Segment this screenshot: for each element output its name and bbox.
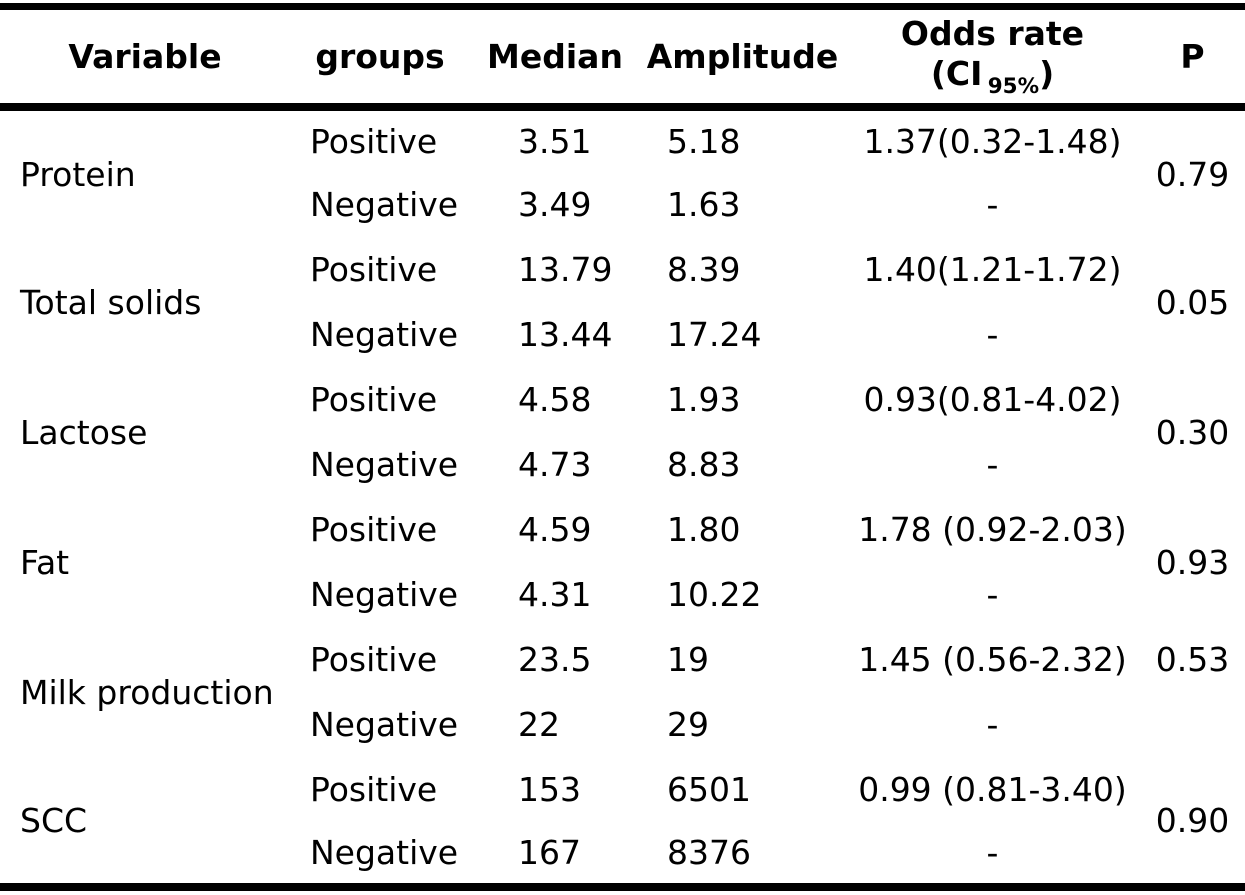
group-cell: Negative — [310, 315, 459, 354]
amplitude-cell: 8.83 — [667, 445, 741, 484]
table-row-protein-negative: Negative 3.49 1.63 - — [0, 172, 1245, 237]
group-cell: Negative — [310, 445, 459, 484]
ci-prefix: (CI — [930, 54, 983, 93]
header-variable: Variable — [0, 6, 290, 111]
statistics-table: Variable groups Median Amplitude Odds ra… — [0, 3, 1245, 891]
odds-rate-cell: - — [986, 705, 999, 744]
ci-subscript: 95% — [987, 74, 1040, 100]
variable-cell: SCC — [20, 800, 88, 840]
p-value-cell: 0.93 — [1155, 542, 1230, 582]
median-cell: 23.5 — [518, 640, 592, 679]
odds-rate-cell: - — [986, 575, 999, 614]
odds-rate-cell: - — [986, 185, 999, 224]
table-row-milk-production-negative: Negative 22 29 - — [0, 692, 1245, 757]
group-cell: Negative — [310, 705, 459, 744]
variable-cell: Fat — [20, 542, 70, 582]
amplitude-cell: 29 — [667, 705, 709, 744]
amplitude-cell: 8376 — [667, 833, 751, 872]
group-cell: Positive — [310, 770, 438, 809]
amplitude-cell: 8.39 — [667, 250, 741, 289]
median-cell: 4.58 — [518, 380, 592, 419]
table-row-milk-production-positive: Milk production Positive 23.5 19 1.45 (0… — [0, 627, 1245, 712]
amplitude-cell: 1.80 — [667, 510, 741, 549]
median-cell: 4.73 — [518, 445, 592, 484]
table-row-lactose-positive: Lactose Positive 4.58 1.93 0.93(0.81-4.0… — [0, 367, 1245, 452]
amplitude-cell: 1.63 — [667, 185, 741, 224]
amplitude-cell: 5.18 — [667, 122, 741, 161]
header-odds-rate-line2: (CI 95%) — [845, 54, 1140, 99]
header-groups: groups — [290, 6, 470, 111]
variable-cell: Total solids — [20, 282, 202, 322]
table-row-scc-positive: SCC Positive 153 6501 0.99 (0.81-3.40) 0… — [0, 757, 1245, 840]
variable-cell: Milk production — [20, 672, 274, 712]
table-body: Protein Positive 3.51 5.18 1.37(0.32-1.4… — [0, 107, 1245, 887]
p-value-cell: 0.05 — [1155, 282, 1230, 322]
median-cell: 13.79 — [518, 250, 613, 289]
median-cell: 4.59 — [518, 510, 592, 549]
group-cell: Positive — [310, 122, 438, 161]
odds-rate-cell: 0.93(0.81-4.02) — [863, 380, 1122, 419]
p-value-cell: 0.79 — [1155, 154, 1230, 194]
variable-cell: Lactose — [20, 412, 148, 452]
table-row-fat-negative: Negative 4.31 10.22 - — [0, 562, 1245, 627]
table-row-total-solids-positive: Total solids Positive 13.79 8.39 1.40(1.… — [0, 237, 1245, 322]
p-value-cell: 0.90 — [1155, 800, 1230, 840]
odds-rate-cell: 1.37(0.32-1.48) — [863, 122, 1122, 161]
group-cell: Positive — [310, 380, 438, 419]
ci-suffix: ) — [1039, 54, 1055, 93]
odds-rate-cell: 1.78 (0.92-2.03) — [858, 510, 1127, 549]
p-value-cell: 0.53 — [1155, 640, 1230, 679]
group-cell: Positive — [310, 640, 438, 679]
group-cell: Positive — [310, 510, 438, 549]
odds-rate-cell: - — [986, 445, 999, 484]
median-cell: 22 — [518, 705, 560, 744]
median-cell: 153 — [518, 770, 581, 809]
group-cell: Positive — [310, 250, 438, 289]
table-row-protein-positive: Protein Positive 3.51 5.18 1.37(0.32-1.4… — [0, 107, 1245, 194]
odds-rate-cell: 1.40(1.21-1.72) — [863, 250, 1122, 289]
amplitude-cell: 6501 — [667, 770, 751, 809]
median-cell: 13.44 — [518, 315, 613, 354]
table-row-fat-positive: Fat Positive 4.59 1.80 1.78 (0.92-2.03) … — [0, 497, 1245, 582]
table-row-lactose-negative: Negative 4.73 8.83 - — [0, 432, 1245, 497]
amplitude-cell: 1.93 — [667, 380, 741, 419]
odds-rate-cell: - — [986, 315, 999, 354]
variable-cell: Protein — [20, 154, 136, 194]
median-cell: 167 — [518, 833, 581, 872]
odds-rate-cell: - — [986, 833, 999, 872]
header-median: Median — [470, 6, 640, 111]
median-cell: 3.49 — [518, 185, 592, 224]
p-value-cell: 0.30 — [1155, 412, 1230, 452]
table-row-total-solids-negative: Negative 13.44 17.24 - — [0, 302, 1245, 367]
table-row-scc-negative: Negative 167 8376 - — [0, 822, 1245, 887]
group-cell: Negative — [310, 575, 459, 614]
header-p: P — [1140, 6, 1245, 111]
group-cell: Negative — [310, 185, 459, 224]
amplitude-cell: 19 — [667, 640, 709, 679]
amplitude-cell: 10.22 — [667, 575, 762, 614]
group-cell: Negative — [310, 833, 459, 872]
header-odds-rate-line1: Odds rate — [900, 14, 1085, 53]
header-amplitude: Amplitude — [640, 6, 845, 111]
odds-rate-cell: 1.45 (0.56-2.32) — [858, 640, 1127, 679]
header-odds-rate: Odds rate (CI 95%) — [845, 6, 1140, 111]
header-row: Variable groups Median Amplitude Odds ra… — [0, 6, 1245, 111]
median-cell: 3.51 — [518, 122, 592, 161]
odds-rate-cell: 0.99 (0.81-3.40) — [858, 770, 1127, 809]
median-cell: 4.31 — [518, 575, 592, 614]
table-header: Variable groups Median Amplitude Odds ra… — [0, 6, 1245, 111]
amplitude-cell: 17.24 — [667, 315, 762, 354]
